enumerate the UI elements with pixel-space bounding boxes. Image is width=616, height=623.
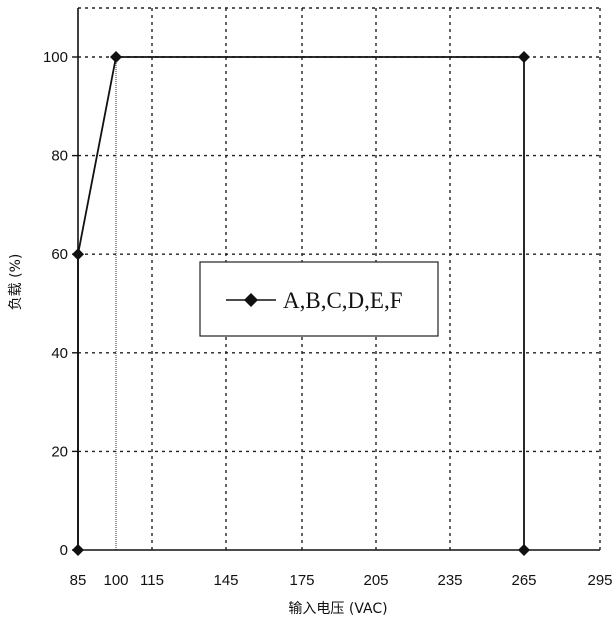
- x-tick-labels: 85 100 115 145 175 205 235 265 295: [70, 572, 613, 589]
- y-tick-label-20: 20: [51, 443, 68, 460]
- legend-marker-diamond: [244, 293, 258, 307]
- y-tick-labels: 0 20 40 60 80 100: [43, 49, 68, 559]
- data-point-0-3: [518, 51, 530, 63]
- series-layer: [72, 51, 530, 556]
- x-tick-label-205: 205: [363, 572, 388, 589]
- y-tick-label-80: 80: [51, 148, 68, 165]
- data-point-0-0: [72, 544, 84, 556]
- data-point-0-1: [72, 248, 84, 261]
- x-tick-label-115: 115: [140, 572, 164, 589]
- x-tick-label-235: 235: [437, 572, 462, 589]
- y-tick-label-0: 0: [60, 542, 68, 559]
- legend: A,B,C,D,E,F: [199, 261, 439, 337]
- x-axis-title: 输入电压 (VAC): [288, 601, 387, 617]
- x-tick-label-295: 295: [587, 572, 612, 589]
- x-tick-label-265: 265: [511, 572, 536, 589]
- y-tick-label-60: 60: [51, 246, 68, 263]
- x-tick-label-85: 85: [70, 572, 87, 589]
- x-tick-label-100: 100: [103, 572, 128, 589]
- x-tick-label-145: 145: [213, 572, 238, 589]
- y-tick-label-100: 100: [43, 49, 68, 66]
- data-point-0-2: [110, 51, 122, 63]
- y-axis-title: 负载 (%): [8, 254, 24, 311]
- data-point-0-4: [518, 544, 530, 556]
- legend-box: [199, 261, 439, 337]
- x-tick-label-175: 175: [289, 572, 314, 589]
- legend-label: A,B,C,D,E,F: [283, 288, 403, 313]
- y-tick-label-40: 40: [51, 345, 68, 362]
